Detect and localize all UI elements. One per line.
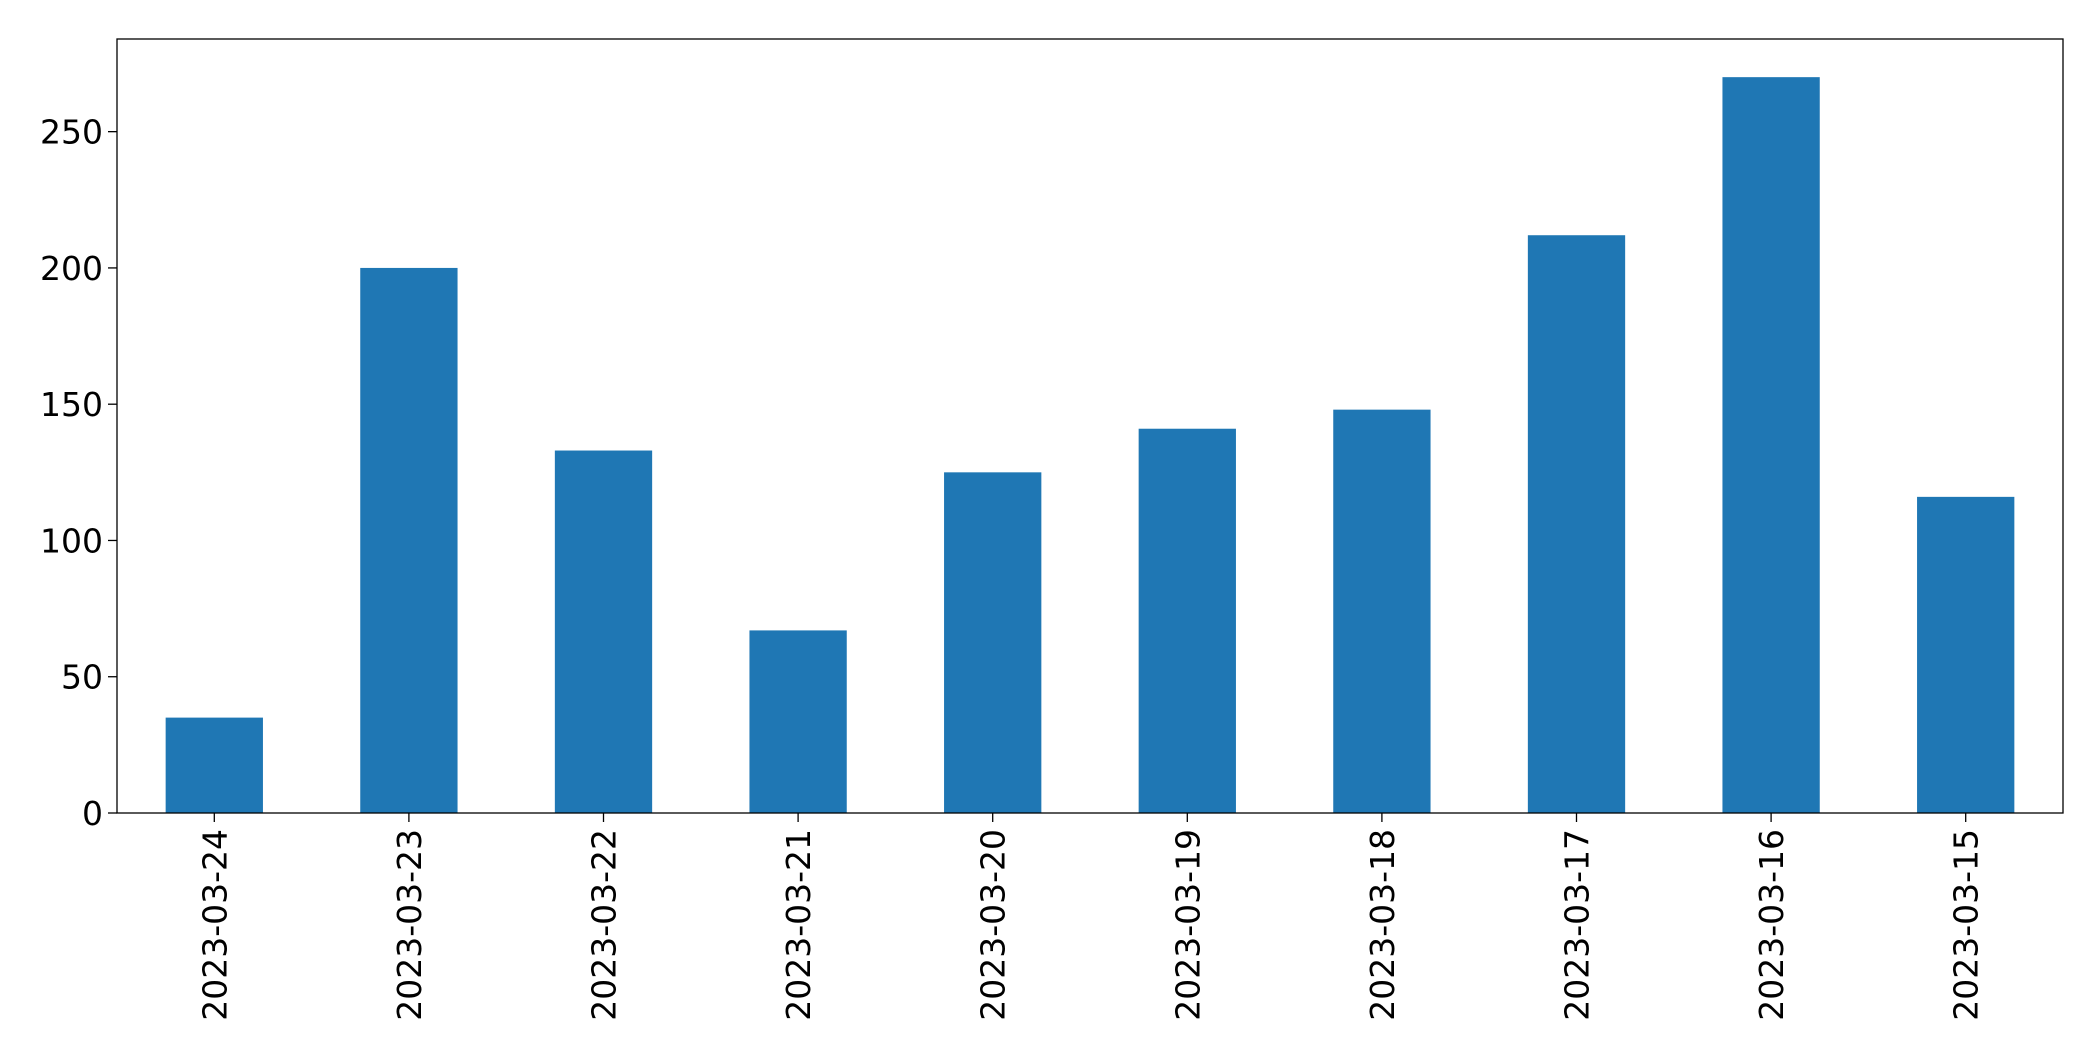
x-tick-label: 2023-03-18 — [1363, 829, 1402, 1021]
x-tick-label: 2023-03-23 — [390, 829, 429, 1021]
x-tick-label: 2023-03-21 — [779, 829, 818, 1021]
bar — [1917, 496, 2015, 813]
bar — [1527, 235, 1626, 814]
bar — [1138, 428, 1236, 813]
bar — [1333, 409, 1431, 813]
x-tick-label: 2023-03-17 — [1558, 829, 1597, 1021]
bar — [749, 630, 847, 813]
y-tick-label: 0 — [82, 794, 103, 833]
y-tick-label: 100 — [40, 521, 103, 560]
y-tick-label: 150 — [40, 385, 103, 424]
bar — [360, 267, 458, 813]
x-tick-label: 2023-03-19 — [1168, 829, 1207, 1021]
plot-frame — [116, 38, 2064, 814]
x-tick-label: 2023-03-16 — [1752, 829, 1791, 1021]
x-tick-label: 2023-03-22 — [585, 829, 624, 1021]
x-tick-label: 2023-03-20 — [974, 829, 1013, 1021]
bar — [944, 472, 1042, 813]
x-tick-label: 2023-03-24 — [195, 829, 234, 1021]
x-tick-label: 2023-03-15 — [1947, 829, 1986, 1021]
bar — [1722, 77, 1820, 814]
y-tick-label: 200 — [40, 249, 103, 288]
y-tick-label: 50 — [61, 658, 103, 697]
y-tick-label: 250 — [40, 113, 103, 152]
bar — [554, 450, 653, 813]
bar — [165, 717, 263, 813]
